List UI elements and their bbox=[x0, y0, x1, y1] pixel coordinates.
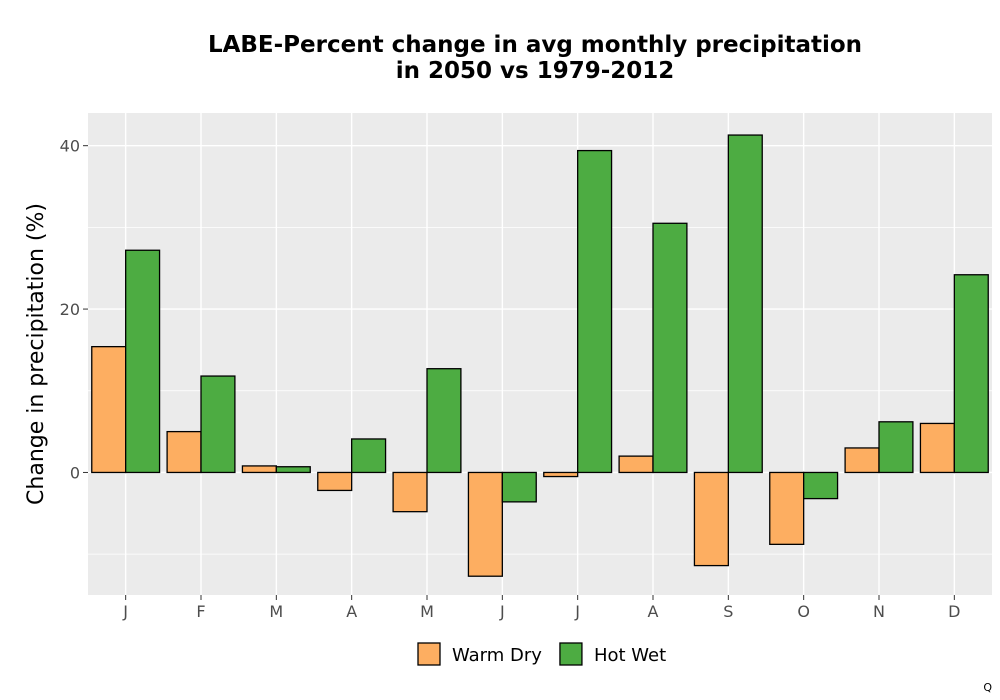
bar-warm-dry-8 bbox=[693, 471, 729, 567]
bar-hot-wet-3 bbox=[351, 438, 387, 474]
bar-hot-wet-0 bbox=[125, 249, 161, 474]
bar-hot-wet-7 bbox=[652, 222, 688, 474]
x-tick-label: M bbox=[420, 602, 434, 621]
bar-warm-dry-9 bbox=[769, 471, 805, 545]
chart-title-line-2: in 2050 vs 1979-2012 bbox=[395, 58, 675, 84]
x-tick-label: A bbox=[346, 602, 357, 621]
bar-hot-wet-1 bbox=[200, 375, 236, 474]
bar-hot-wet-11 bbox=[953, 274, 989, 474]
y-tick-label: 0 bbox=[70, 463, 80, 482]
x-tick-label: D bbox=[948, 602, 960, 621]
x-tick-label: M bbox=[269, 602, 283, 621]
y-axis-label: Change in precipitation (%) bbox=[24, 203, 49, 505]
bar-hot-wet-4 bbox=[426, 368, 462, 474]
x-tick-label: S bbox=[723, 602, 733, 621]
y-tick-label: 20 bbox=[60, 300, 80, 319]
bar-hot-wet-2 bbox=[275, 466, 311, 474]
bar-hot-wet-8 bbox=[727, 134, 763, 474]
x-tick-label: J bbox=[122, 602, 128, 621]
bar-warm-dry-10 bbox=[844, 447, 880, 474]
x-tick-label: J bbox=[574, 602, 580, 621]
bar-warm-dry-0 bbox=[91, 345, 127, 474]
bar-warm-dry-11 bbox=[919, 422, 955, 474]
bar-warm-dry-2 bbox=[241, 465, 277, 474]
chart-title-line-1: LABE-Percent change in avg monthly preci… bbox=[207, 32, 863, 58]
bar-hot-wet-5 bbox=[501, 471, 537, 503]
legend-swatch-warm-dry bbox=[417, 642, 441, 666]
x-tick-label: O bbox=[797, 602, 810, 621]
x-tick-label: A bbox=[648, 602, 659, 621]
bar-warm-dry-5 bbox=[467, 471, 503, 577]
legend-label-hot-wet: Hot Wet bbox=[594, 645, 666, 666]
bar-hot-wet-9 bbox=[803, 471, 839, 500]
legend: Warm Dry Hot Wet bbox=[417, 642, 666, 666]
bar-warm-dry-4 bbox=[392, 471, 428, 513]
corner-label: Q bbox=[983, 681, 992, 694]
x-tick-label: J bbox=[499, 602, 505, 621]
plot-panel bbox=[88, 113, 992, 595]
bar-warm-dry-3 bbox=[317, 471, 353, 492]
bars bbox=[91, 134, 989, 577]
chart-title: LABE-Percent change in avg monthly preci… bbox=[80, 32, 990, 84]
bar-warm-dry-1 bbox=[166, 430, 202, 474]
y-tick-label: 40 bbox=[60, 137, 80, 156]
bar-warm-dry-7 bbox=[618, 455, 654, 474]
y-axis: 0 20 40 bbox=[60, 137, 88, 482]
bar-hot-wet-10 bbox=[878, 421, 914, 474]
x-tick-label: F bbox=[196, 602, 205, 621]
x-tick-label: N bbox=[873, 602, 885, 621]
legend-label-warm-dry: Warm Dry bbox=[452, 645, 542, 666]
legend-swatch-hot-wet bbox=[559, 642, 583, 666]
bar-hot-wet-6 bbox=[577, 149, 613, 474]
bar-warm-dry-6 bbox=[543, 471, 579, 478]
